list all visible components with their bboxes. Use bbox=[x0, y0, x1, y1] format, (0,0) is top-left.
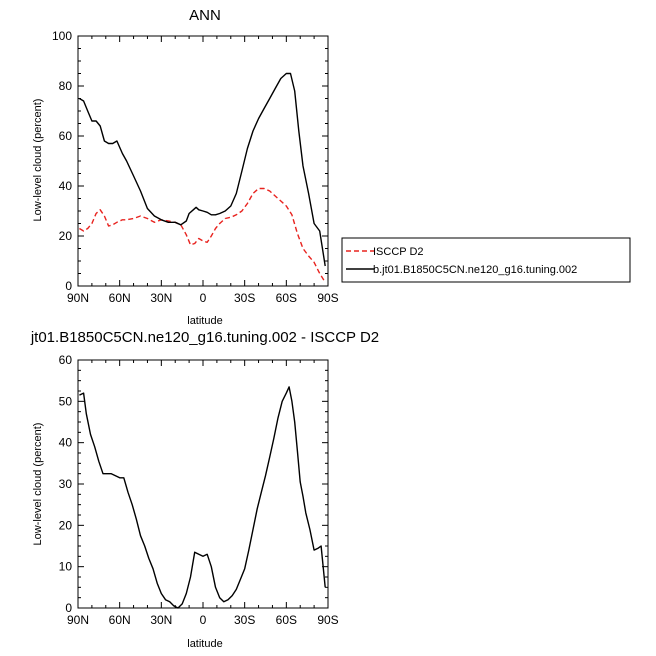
plot-area: 90N 60N 30N 0 30S 60S 90S 0 20 40 60 80 100 bbox=[52, 29, 339, 305]
legend-label-isccp: ISCCP D2 bbox=[373, 246, 424, 258]
y-tick-label: 80 bbox=[59, 79, 73, 93]
y-tick-label: 40 bbox=[59, 179, 73, 193]
x-tick-label: 30N bbox=[150, 613, 172, 627]
y-tick-label: 20 bbox=[59, 229, 73, 243]
y-tick-label: 30 bbox=[59, 477, 73, 491]
y-tick-label: 60 bbox=[59, 129, 73, 143]
x-tick-label: 90N bbox=[67, 613, 89, 627]
legend: ISCCP D2 b.jt01.B1850C5CN.ne120_g16.tuni… bbox=[341, 237, 631, 283]
y-tick-label: 0 bbox=[65, 279, 72, 293]
panel-title: jt01.B1850C5CN.ne120_g16.tuning.002 - IS… bbox=[30, 329, 379, 346]
y-axis-label: Low-level cloud (percent) bbox=[32, 423, 44, 546]
x-tick-label: 60S bbox=[276, 613, 297, 627]
legend-label-model: b.jt01.B1850C5CN.ne120_g16.tuning.002 bbox=[373, 264, 577, 276]
y-tick-label: 50 bbox=[59, 394, 73, 408]
x-tick-label: 30S bbox=[234, 613, 255, 627]
panel-title: ANN bbox=[189, 7, 221, 24]
panel-difference: jt01.B1850C5CN.ne120_g16.tuning.002 - IS… bbox=[30, 329, 379, 650]
x-tick-label: 90N bbox=[67, 291, 89, 305]
panel-annual-mean: ANN 90N 60N 30N 0 30S 60S 90S 0 20 40 60 80 100 lati… bbox=[32, 7, 339, 327]
y-tick-label: 20 bbox=[59, 518, 73, 532]
x-tick-label: 0 bbox=[200, 613, 207, 627]
x-tick-label: 60S bbox=[276, 291, 297, 305]
y-tick-label: 40 bbox=[59, 436, 73, 450]
series-line-0 bbox=[79, 187, 326, 283]
y-tick-label: 10 bbox=[59, 560, 73, 574]
legend-box bbox=[341, 237, 631, 283]
x-tick-label: 30S bbox=[234, 291, 255, 305]
x-axis-label: latitude bbox=[187, 315, 222, 327]
x-tick-label: 60N bbox=[109, 613, 131, 627]
series-line-0 bbox=[79, 386, 326, 609]
y-tick-label: 60 bbox=[59, 353, 73, 367]
plot-area: 90N 60N 30N 0 30S 60S 90S 0 10 20 30 40 50 60 bbox=[59, 353, 339, 627]
x-tick-label: 90S bbox=[317, 291, 338, 305]
y-axis-label: Low-level cloud (percent) bbox=[32, 99, 44, 222]
y-tick-label: 0 bbox=[65, 601, 72, 615]
x-tick-label: 90S bbox=[317, 613, 338, 627]
x-tick-label: 30N bbox=[150, 291, 172, 305]
series-line-1 bbox=[79, 72, 326, 267]
x-tick-label: 0 bbox=[200, 291, 207, 305]
x-axis-label: latitude bbox=[187, 638, 222, 650]
x-tick-label: 60N bbox=[109, 291, 131, 305]
y-tick-label: 100 bbox=[52, 29, 72, 43]
